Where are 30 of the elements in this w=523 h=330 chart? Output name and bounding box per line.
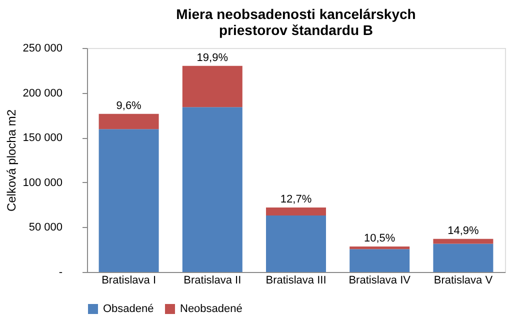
- y-tick-label: 100 000: [22, 176, 62, 189]
- bar: [266, 207, 326, 216]
- annotation: 14,9%: [448, 224, 480, 237]
- bar: [433, 244, 494, 272]
- y-tick-label: 250 000: [22, 42, 62, 54]
- bar: [350, 246, 410, 250]
- chart-title: Miera neobsadenosti kancelárskych priestorov štandardu B: [176, 6, 416, 38]
- x-tick-label: Bratislava V: [434, 274, 494, 286]
- annotation: 10,5%: [364, 232, 396, 244]
- y-tick-label: 50 000: [28, 222, 62, 234]
- y-axis-title: Celková plocha m2: [4, 109, 19, 212]
- x-tick-label: Bratislava I: [102, 274, 156, 286]
- bar: [350, 249, 410, 272]
- bar: [182, 66, 242, 108]
- annotation: 19,9%: [196, 52, 228, 64]
- legend-label: Neobsadené: [180, 303, 242, 315]
- x-tick-label: Bratislava IV: [348, 274, 412, 286]
- y-tick-label: 200 000: [22, 87, 62, 100]
- x-tick-label: Bratislava III: [266, 274, 326, 286]
- bar: [98, 114, 159, 130]
- y-tick-label: 150 000: [22, 132, 62, 144]
- legend-label: Obsadené: [103, 303, 154, 315]
- bar: [266, 216, 326, 272]
- annotation: 12,7%: [280, 193, 312, 206]
- y-tick-label: -: [58, 266, 63, 278]
- bar: [98, 129, 159, 272]
- bar: [182, 107, 242, 272]
- annotation: 9,6%: [116, 100, 142, 112]
- x-tick-label: Bratislava II: [184, 274, 242, 286]
- bar: [433, 238, 494, 244]
